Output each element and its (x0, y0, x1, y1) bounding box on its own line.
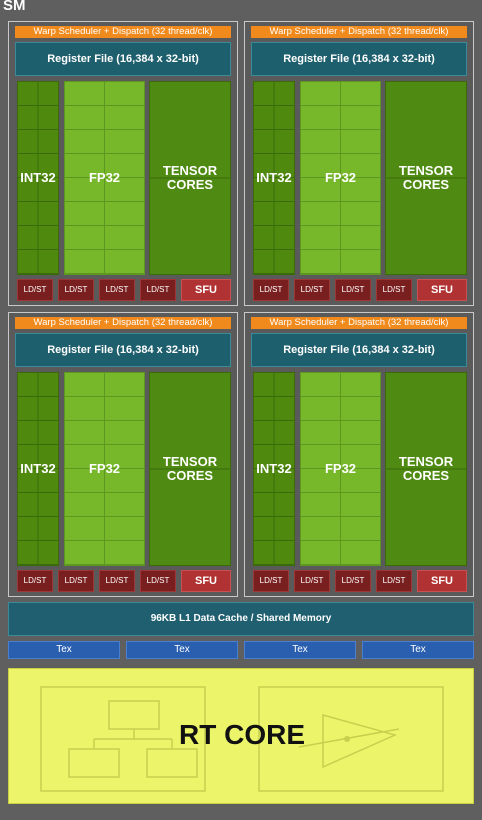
warp-scheduler: Warp Scheduler + Dispatch (32 thread/clk… (15, 26, 231, 38)
processing-block: Warp Scheduler + Dispatch (32 thread/clk… (244, 21, 474, 306)
ldst-unit: LD/ST (335, 570, 371, 592)
int32-label: INT32 (20, 461, 56, 476)
bvh-node-right (146, 748, 198, 778)
tensor-label: TENSOR CORES (162, 163, 218, 192)
ldst-row: LD/ST LD/ST LD/ST LD/ST SFU (17, 279, 231, 301)
fp32-unit: FP32 (300, 81, 381, 275)
rt-core: RT CORE (8, 668, 474, 804)
int32-unit: INT32 (17, 81, 59, 275)
ldst-unit: LD/ST (253, 279, 289, 301)
register-file: Register File (16,384 x 32-bit) (15, 333, 231, 367)
sfu-unit: SFU (181, 570, 231, 592)
ldst-unit: LD/ST (99, 279, 135, 301)
ldst-row: LD/ST LD/ST LD/ST LD/ST SFU (253, 570, 467, 592)
register-file: Register File (16,384 x 32-bit) (251, 42, 467, 76)
warp-scheduler: Warp Scheduler + Dispatch (32 thread/clk… (251, 26, 467, 38)
warp-scheduler: Warp Scheduler + Dispatch (32 thread/clk… (15, 317, 231, 329)
fp32-label: FP32 (88, 170, 121, 185)
int32-unit: INT32 (253, 81, 295, 275)
triangle-icon (322, 714, 398, 769)
fp32-unit: FP32 (64, 81, 145, 275)
sm-label: SM (3, 0, 26, 12)
ldst-unit: LD/ST (376, 279, 412, 301)
ldst-unit: LD/ST (58, 279, 94, 301)
tensor-cores: TENSOR CORES (385, 81, 467, 275)
ldst-row: LD/ST LD/ST LD/ST LD/ST SFU (253, 279, 467, 301)
tex-unit: Tex (8, 641, 120, 659)
processing-block: Warp Scheduler + Dispatch (32 thread/clk… (244, 312, 474, 597)
ldst-unit: LD/ST (17, 570, 53, 592)
tex-unit: Tex (126, 641, 238, 659)
ldst-unit: LD/ST (140, 279, 176, 301)
tensor-cores: TENSOR CORES (149, 81, 231, 275)
int32-unit: INT32 (253, 372, 295, 566)
fp32-label: FP32 (324, 461, 357, 476)
tensor-cores: TENSOR CORES (149, 372, 231, 566)
tensor-label: TENSOR CORES (398, 454, 454, 483)
bvh-box (40, 686, 206, 792)
ray-box (258, 686, 444, 792)
ldst-unit: LD/ST (335, 279, 371, 301)
bvh-connectors (93, 729, 173, 749)
int32-label: INT32 (20, 170, 56, 185)
tensor-label: TENSOR CORES (162, 454, 218, 483)
rt-core-graphics (40, 686, 444, 792)
int32-unit: INT32 (17, 372, 59, 566)
processing-block: Warp Scheduler + Dispatch (32 thread/clk… (8, 21, 238, 306)
ldst-unit: LD/ST (58, 570, 94, 592)
processing-block: Warp Scheduler + Dispatch (32 thread/clk… (8, 312, 238, 597)
ldst-unit: LD/ST (294, 279, 330, 301)
ldst-unit: LD/ST (99, 570, 135, 592)
ldst-unit: LD/ST (253, 570, 289, 592)
register-file: Register File (16,384 x 32-bit) (251, 333, 467, 367)
sfu-unit: SFU (417, 570, 467, 592)
tex-unit: Tex (362, 641, 474, 659)
l1-data-cache: 96KB L1 Data Cache / Shared Memory (8, 602, 474, 636)
sfu-unit: SFU (181, 279, 231, 301)
ldst-unit: LD/ST (294, 570, 330, 592)
sfu-unit: SFU (417, 279, 467, 301)
fp32-label: FP32 (88, 461, 121, 476)
compute-units: INT32 FP32 TENSOR CORES (253, 81, 467, 275)
warp-scheduler: Warp Scheduler + Dispatch (32 thread/clk… (251, 317, 467, 329)
ldst-unit: LD/ST (376, 570, 412, 592)
ldst-unit: LD/ST (140, 570, 176, 592)
tensor-label: TENSOR CORES (398, 163, 454, 192)
fp32-unit: FP32 (300, 372, 381, 566)
int32-label: INT32 (256, 461, 292, 476)
ldst-row: LD/ST LD/ST LD/ST LD/ST SFU (17, 570, 231, 592)
tensor-cores: TENSOR CORES (385, 372, 467, 566)
compute-units: INT32 FP32 TENSOR CORES (17, 372, 231, 566)
int32-label: INT32 (256, 170, 292, 185)
compute-units: INT32 FP32 TENSOR CORES (17, 81, 231, 275)
compute-units: INT32 FP32 TENSOR CORES (253, 372, 467, 566)
register-file: Register File (16,384 x 32-bit) (15, 42, 231, 76)
intersection-point (344, 736, 350, 742)
fp32-unit: FP32 (64, 372, 145, 566)
ldst-unit: LD/ST (17, 279, 53, 301)
rt-core-label: RT CORE (179, 719, 305, 750)
tex-unit: Tex (244, 641, 356, 659)
fp32-label: FP32 (324, 170, 357, 185)
bvh-node-left (68, 748, 120, 778)
